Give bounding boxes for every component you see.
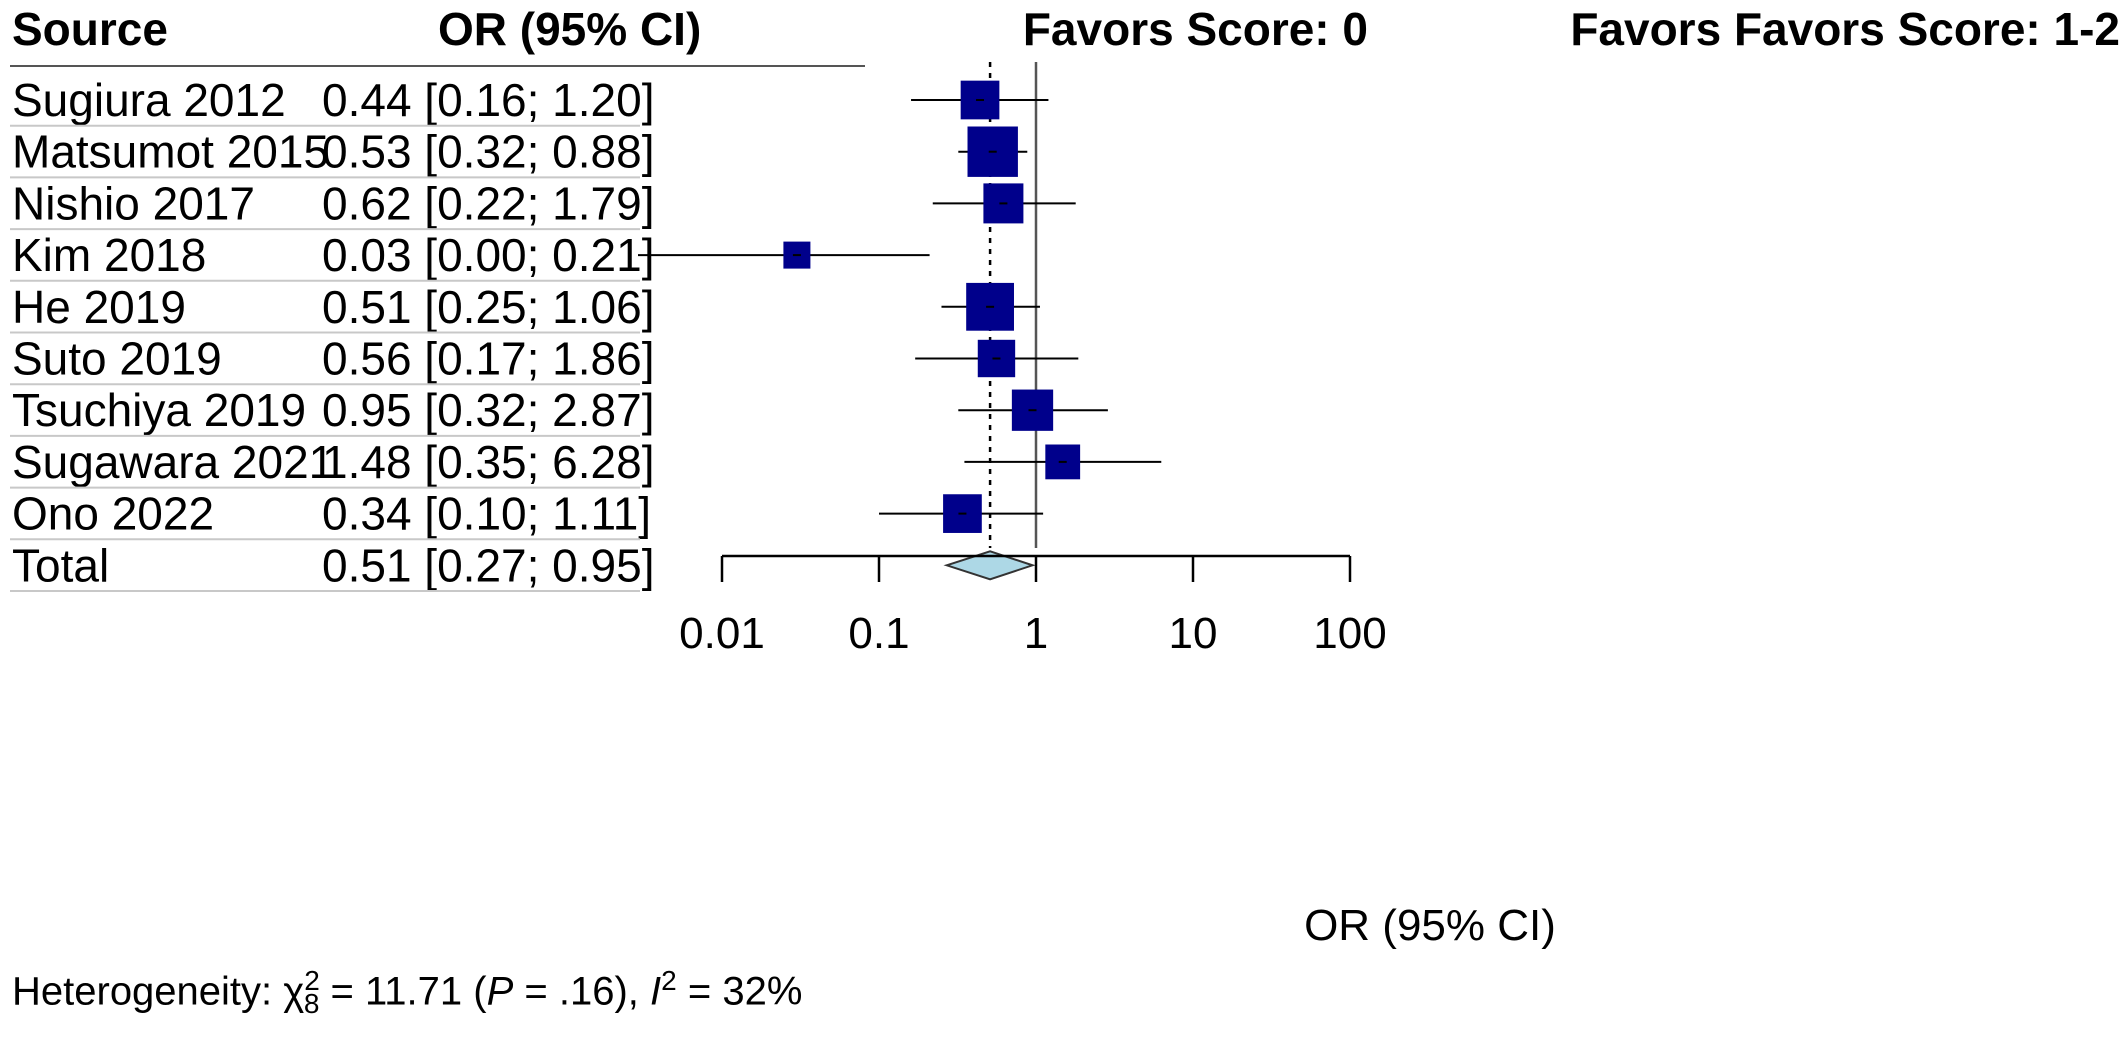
p-symbol: P bbox=[486, 969, 514, 1014]
x-tick-label: 0.01 bbox=[679, 609, 765, 658]
source-cell: Total bbox=[12, 539, 109, 591]
chi-sub: 8 bbox=[303, 988, 320, 1020]
chi-value: = 11.71 ( bbox=[319, 969, 487, 1014]
or-ci-cell: 0.56 [0.17; 1.86] bbox=[322, 333, 655, 385]
or-ci-cell: 0.95 [0.32; 2.87] bbox=[322, 384, 655, 436]
or-ci-cell: 0.53 [0.32; 0.88] bbox=[322, 126, 655, 178]
source-cell: Nishio 2017 bbox=[12, 177, 255, 229]
chi-square-symbol: χ28 bbox=[283, 965, 320, 1020]
x-axis: OR (95% CI) 0.01 0.1 1 10 100 bbox=[679, 554, 1556, 950]
source-cell: Sugawara 2021 bbox=[12, 436, 334, 488]
source-cell: Ono 2022 bbox=[12, 488, 214, 540]
or-ci-cell: 0.03 [0.00; 0.21] bbox=[322, 229, 655, 281]
p-value: = .16), bbox=[513, 969, 651, 1014]
heterogeneity-text: Heterogeneity: χ28 = 11.71 (P = .16), I2… bbox=[12, 965, 802, 1020]
source-cell: Tsuchiya 2019 bbox=[12, 384, 306, 436]
source-cell: Sugiura 2012 bbox=[12, 74, 286, 126]
or-ci-cell: 0.51 [0.27; 0.95] bbox=[322, 539, 655, 591]
source-cell: Matsumot 2015 bbox=[12, 126, 329, 178]
or-ci-header: OR (95% CI) bbox=[438, 3, 701, 55]
i-symbol: I bbox=[650, 969, 662, 1014]
or-ci-cell: 0.34 [0.10; 1.11] bbox=[322, 488, 651, 540]
or-ci-cell: 1.48 [0.35; 6.28] bbox=[322, 436, 655, 488]
chi-letter: χ bbox=[283, 969, 305, 1014]
source-cell: Kim 2018 bbox=[12, 229, 206, 281]
i-sup: 2 bbox=[661, 965, 677, 996]
x-tick-label: 0.1 bbox=[848, 609, 909, 658]
heterogeneity-prefix: Heterogeneity: bbox=[12, 969, 284, 1014]
favors-right-header: Favors Favors Score: 1-2 bbox=[1570, 3, 2120, 55]
or-ci-cell: 0.44 [0.16; 1.20] bbox=[322, 74, 655, 126]
or-ci-cell: 0.51 [0.25; 1.06] bbox=[322, 281, 655, 333]
source-cell: Suto 2019 bbox=[12, 333, 222, 385]
plot-area bbox=[638, 62, 1162, 581]
source-cell: He 2019 bbox=[12, 281, 186, 333]
favors-left-header: Favors Score: 0 bbox=[1023, 3, 1368, 55]
x-axis-label: OR (95% CI) bbox=[1304, 901, 1556, 950]
source-header: Source bbox=[12, 3, 168, 55]
chi-sup: 2 bbox=[304, 965, 320, 996]
x-tick-label: 10 bbox=[1169, 609, 1218, 658]
x-tick-label: 1 bbox=[1024, 609, 1048, 658]
i-value: = 32% bbox=[676, 969, 803, 1014]
or-ci-cell: 0.62 [0.22; 1.79] bbox=[322, 177, 655, 229]
table-rows: Sugiura 2012 0.44 [0.16; 1.20]Matsumot 20… bbox=[10, 74, 655, 592]
x-tick-label: 100 bbox=[1313, 609, 1386, 658]
